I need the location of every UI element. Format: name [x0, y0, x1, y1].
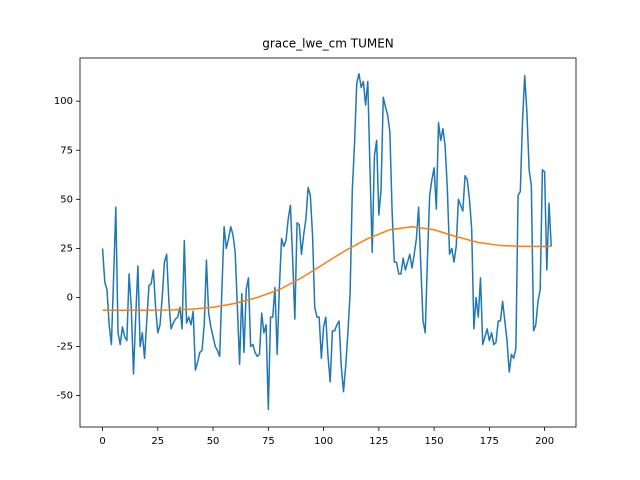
x-tick-label: 100 [314, 436, 333, 447]
x-tick-label: 75 [262, 436, 275, 447]
x-tick-label: 125 [369, 436, 388, 447]
x-tick-label: 0 [99, 436, 105, 447]
chart-title: grace_lwe_cm TUMEN [262, 37, 394, 51]
axes-frame [79, 57, 577, 428]
x-tick-label: 150 [425, 436, 444, 447]
y-tick-label: -25 [57, 342, 73, 353]
y-tick-label: 50 [60, 194, 73, 205]
y-tick-label: 75 [60, 145, 73, 156]
line-series [101, 72, 552, 411]
y-tick-label: 100 [54, 96, 73, 107]
x-tick-label: 25 [151, 436, 164, 447]
y-tick-label: 0 [67, 292, 73, 303]
y-tick-label: 25 [60, 243, 73, 254]
x-tick-label: 175 [480, 436, 499, 447]
line-series [102, 226, 552, 311]
x-tick-label: 50 [207, 436, 220, 447]
x-tick-label: 200 [535, 436, 554, 447]
y-tick-label: -50 [57, 391, 73, 402]
